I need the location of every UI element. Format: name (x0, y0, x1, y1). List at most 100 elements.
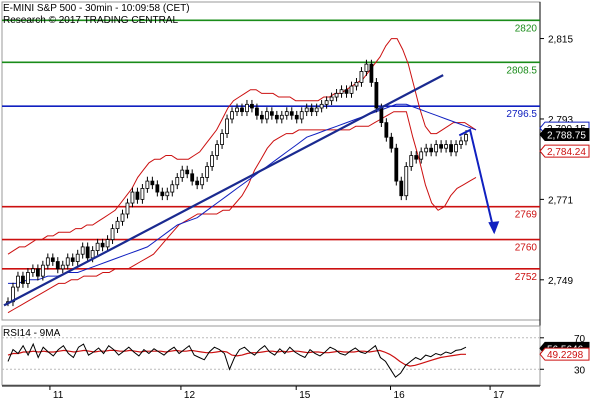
level-label-support-2: 2760 (515, 243, 538, 254)
price-candle (250, 103, 254, 109)
price-candle (464, 134, 468, 142)
price-candle (80, 246, 85, 255)
price-candle (215, 144, 219, 156)
y-tick-label-0: 2,815 (548, 35, 573, 46)
rsi-tag-ma (539, 347, 590, 361)
price-candle (319, 103, 324, 109)
price-candle (255, 107, 259, 116)
price-candle (259, 114, 264, 120)
price-candle (35, 268, 40, 277)
price-candle (120, 213, 125, 222)
price-candle (150, 180, 155, 186)
price-candle (26, 272, 30, 284)
price-candle (115, 220, 120, 230)
price-candle (459, 140, 463, 145)
bollinger-upper (7, 38, 477, 255)
price-candle (269, 111, 274, 116)
price-candle (379, 107, 384, 124)
price-candle (90, 250, 95, 259)
price-candle (394, 147, 399, 182)
price-candle (240, 107, 244, 113)
price-candle (95, 242, 100, 251)
price-candle (45, 257, 50, 266)
price-tag-last-label: 2,788.75 (547, 131, 586, 142)
x-tick-label-2: 15 (299, 390, 311, 400)
y-tick-label-1: 2,793 (548, 115, 573, 126)
price-candle (414, 155, 419, 160)
price-candle (85, 246, 90, 259)
price-candle (130, 191, 135, 204)
price-candle (299, 111, 304, 120)
price-candle (429, 147, 434, 153)
price-candle (180, 169, 185, 178)
price-candle (454, 144, 458, 153)
price-candle (75, 253, 80, 262)
level-label-support-3: 2752 (515, 272, 538, 283)
price-candle (40, 264, 45, 277)
price-candle (344, 89, 349, 94)
price-candle (30, 268, 35, 273)
price-candle (369, 63, 374, 83)
price-candle (110, 228, 115, 240)
rsi-title: RSI14 - 9MA (3, 328, 61, 339)
price-candle (21, 275, 25, 284)
rsi-panel-frame (1, 325, 541, 386)
price-candle (65, 257, 70, 266)
price-candle (409, 155, 414, 167)
price-candle (284, 111, 289, 116)
forecast-arrow (458, 128, 496, 233)
price-candle (349, 85, 354, 94)
x-tick-label-0: 11 (53, 390, 64, 400)
price-candle (165, 191, 170, 197)
price-candle (230, 111, 234, 120)
price-candle (135, 191, 140, 200)
price-candle (205, 166, 210, 178)
price-candle (210, 155, 215, 167)
price-candle (374, 82, 379, 109)
price-candle (294, 114, 299, 120)
price-candle (399, 180, 404, 197)
price-candle (289, 111, 294, 116)
price-candle (70, 257, 75, 262)
rsi-line (7, 342, 467, 378)
rsi-y-tick-label-1: 30 (574, 365, 586, 376)
price-candle (444, 144, 448, 149)
price-candle (160, 191, 165, 197)
price-tag-red-label: 2,784.24 (547, 147, 586, 158)
price-candle (105, 239, 110, 248)
price-candle (434, 144, 439, 153)
price-candle (339, 89, 344, 94)
level-label-support-1: 2769 (515, 210, 538, 221)
price-candle (55, 261, 60, 270)
price-candle (384, 122, 389, 138)
price-candle (140, 188, 145, 200)
price-candle (449, 144, 453, 153)
y-tick-label-3: 2,749 (548, 276, 573, 287)
price-candle (419, 151, 424, 160)
price-candle (309, 107, 314, 113)
price-candle (145, 180, 150, 189)
bollinger-lower (7, 111, 477, 314)
price-candle (245, 103, 249, 113)
x-tick-label-1: 12 (184, 390, 196, 400)
rsi-tag-ma-label: 49.2298 (547, 350, 584, 361)
price-candle (235, 107, 239, 113)
price-tag-last (539, 128, 590, 141)
price-candle (155, 184, 160, 193)
price-candle (304, 107, 309, 113)
price-tag-red (539, 144, 590, 158)
trend-line (3, 74, 444, 307)
price-candle (364, 63, 369, 72)
price-candle (389, 136, 394, 149)
price-candle (225, 118, 229, 134)
price-candle (220, 133, 224, 145)
price-candle (424, 147, 429, 153)
moving-average (8, 103, 477, 284)
price-candle (185, 169, 190, 175)
price-candle (175, 177, 180, 186)
price-candle (100, 242, 105, 248)
rsi-y-tick-label-0: 70 (574, 334, 586, 345)
price-candle (190, 173, 195, 182)
